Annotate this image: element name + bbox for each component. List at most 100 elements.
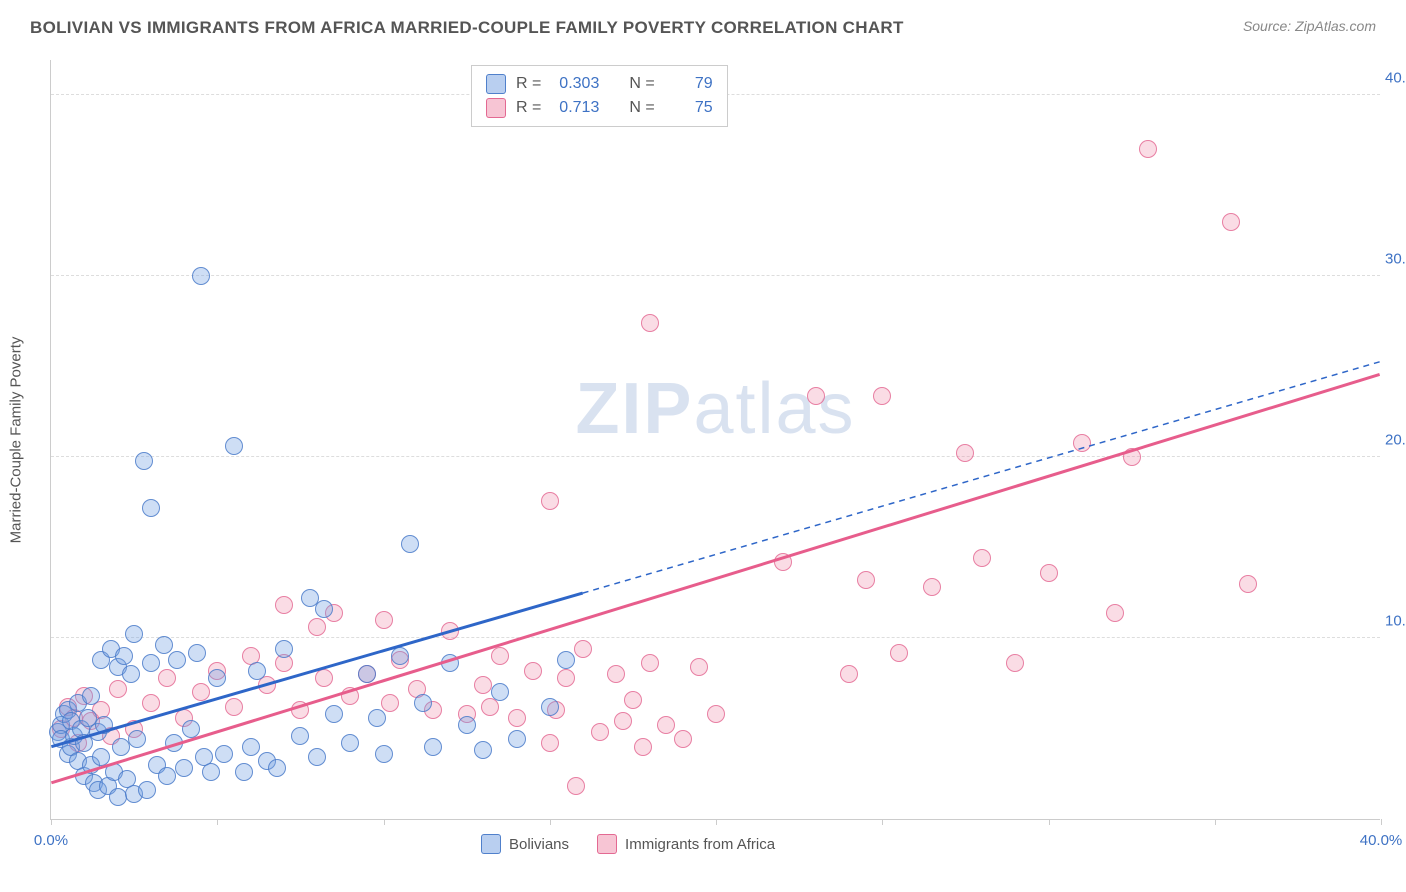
data-point bbox=[424, 738, 442, 756]
data-point bbox=[248, 662, 266, 680]
scatter-chart: Married-Couple Family Poverty ZIPatlas R… bbox=[50, 60, 1380, 820]
data-point bbox=[125, 625, 143, 643]
x-tick bbox=[882, 819, 883, 825]
x-tick bbox=[1381, 819, 1382, 825]
data-point bbox=[275, 596, 293, 614]
data-point bbox=[973, 549, 991, 567]
stats-row-b: R = 0.713 N = 75 bbox=[486, 96, 713, 120]
data-point bbox=[225, 437, 243, 455]
data-point bbox=[315, 600, 333, 618]
r-value-b: 0.713 bbox=[551, 99, 599, 117]
series-legend: Bolivians Immigrants from Africa bbox=[481, 834, 775, 854]
data-point bbox=[541, 698, 559, 716]
data-point bbox=[122, 665, 140, 683]
data-point bbox=[624, 691, 642, 709]
y-axis-label: Married-Couple Family Poverty bbox=[8, 336, 25, 543]
grid-line bbox=[51, 456, 1380, 457]
data-point bbox=[524, 662, 542, 680]
data-point bbox=[308, 618, 326, 636]
data-point bbox=[857, 571, 875, 589]
data-point bbox=[168, 651, 186, 669]
data-point bbox=[1139, 140, 1157, 158]
data-point bbox=[807, 387, 825, 405]
data-point bbox=[508, 709, 526, 727]
data-point bbox=[956, 444, 974, 462]
data-point bbox=[175, 759, 193, 777]
data-point bbox=[235, 763, 253, 781]
data-point bbox=[614, 712, 632, 730]
y-tick-label: 10.0% bbox=[1385, 613, 1406, 630]
data-point bbox=[188, 644, 206, 662]
data-point bbox=[92, 748, 110, 766]
data-point bbox=[401, 535, 419, 553]
data-point bbox=[291, 727, 309, 745]
source-attribution: Source: ZipAtlas.com bbox=[1243, 18, 1376, 34]
x-tick bbox=[716, 819, 717, 825]
data-point bbox=[202, 763, 220, 781]
x-tick bbox=[384, 819, 385, 825]
data-point bbox=[208, 669, 226, 687]
data-point bbox=[138, 781, 156, 799]
data-point bbox=[158, 767, 176, 785]
data-point bbox=[1073, 434, 1091, 452]
data-point bbox=[557, 669, 575, 687]
x-tick-label: 40.0% bbox=[1360, 832, 1403, 849]
data-point bbox=[641, 654, 659, 672]
data-point bbox=[634, 738, 652, 756]
data-point bbox=[923, 578, 941, 596]
data-point bbox=[607, 665, 625, 683]
y-tick-label: 40.0% bbox=[1385, 70, 1406, 87]
data-point bbox=[641, 314, 659, 332]
data-point bbox=[1239, 575, 1257, 593]
x-tick bbox=[1049, 819, 1050, 825]
y-tick-label: 20.0% bbox=[1385, 432, 1406, 449]
data-point bbox=[109, 680, 127, 698]
chart-title: BOLIVIAN VS IMMIGRANTS FROM AFRICA MARRI… bbox=[30, 18, 904, 38]
data-point bbox=[1123, 448, 1141, 466]
data-point bbox=[890, 644, 908, 662]
data-point bbox=[873, 387, 891, 405]
data-point bbox=[541, 734, 559, 752]
swatch-blue-icon bbox=[481, 834, 501, 854]
stats-legend: R = 0.303 N = 79 R = 0.713 N = 75 bbox=[471, 65, 728, 127]
data-point bbox=[458, 716, 476, 734]
r-value-a: 0.303 bbox=[551, 75, 599, 93]
data-point bbox=[158, 669, 176, 687]
x-tick bbox=[217, 819, 218, 825]
y-tick-label: 30.0% bbox=[1385, 251, 1406, 268]
watermark: ZIPatlas bbox=[575, 368, 855, 450]
data-point bbox=[215, 745, 233, 763]
data-point bbox=[690, 658, 708, 676]
data-point bbox=[375, 745, 393, 763]
data-point bbox=[491, 683, 509, 701]
data-point bbox=[441, 654, 459, 672]
data-point bbox=[242, 738, 260, 756]
data-point bbox=[674, 730, 692, 748]
data-point bbox=[557, 651, 575, 669]
data-point bbox=[182, 720, 200, 738]
data-point bbox=[268, 759, 286, 777]
data-point bbox=[774, 553, 792, 571]
data-point bbox=[135, 452, 153, 470]
legend-item-a: Bolivians bbox=[481, 834, 569, 854]
data-point bbox=[375, 611, 393, 629]
data-point bbox=[115, 647, 133, 665]
data-point bbox=[368, 709, 386, 727]
data-point bbox=[1040, 564, 1058, 582]
x-tick-label: 0.0% bbox=[34, 832, 68, 849]
grid-line bbox=[51, 275, 1380, 276]
data-point bbox=[112, 738, 130, 756]
data-point bbox=[341, 734, 359, 752]
data-point bbox=[192, 267, 210, 285]
data-point bbox=[142, 694, 160, 712]
data-point bbox=[165, 734, 183, 752]
data-point bbox=[567, 777, 585, 795]
grid-line bbox=[51, 637, 1380, 638]
data-point bbox=[707, 705, 725, 723]
data-point bbox=[657, 716, 675, 734]
data-point bbox=[109, 788, 127, 806]
data-point bbox=[128, 730, 146, 748]
data-point bbox=[414, 694, 432, 712]
data-point bbox=[142, 654, 160, 672]
n-value-a: 79 bbox=[665, 75, 713, 93]
